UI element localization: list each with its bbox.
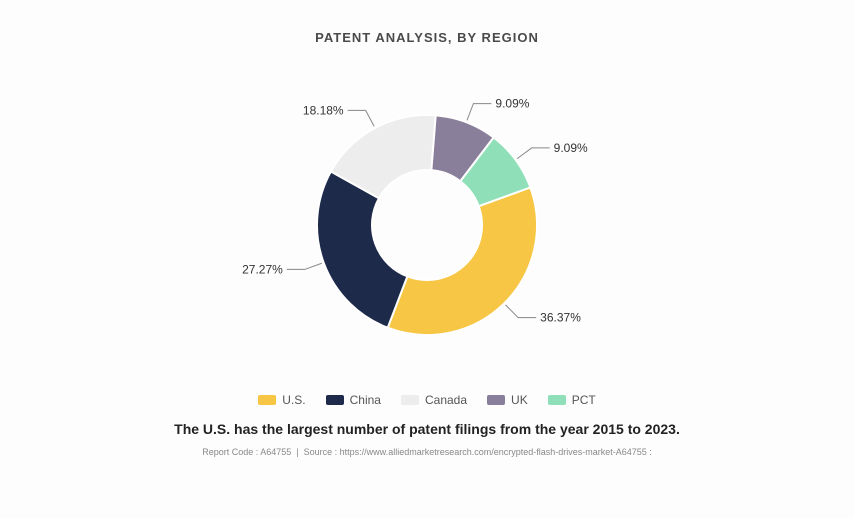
source-label: Source : [304, 447, 338, 457]
leader-line [287, 263, 322, 269]
leader-line [517, 148, 549, 159]
chart-footer: Report Code : A64755 | Source : https://… [40, 447, 814, 457]
legend-item: China [326, 393, 381, 407]
legend-label: Canada [425, 393, 467, 407]
slice-label: 27.27% [242, 262, 283, 276]
legend-label: U.S. [282, 393, 305, 407]
slice-label: 36.37% [540, 311, 581, 325]
slice-label: 9.09% [554, 141, 588, 155]
donut-chart: 36.37% 27.27% 18.18% 9.09% 9.09% [40, 75, 814, 375]
slice-label: 18.18% [303, 103, 344, 117]
leader-line [467, 104, 491, 121]
legend-swatch [548, 395, 566, 405]
legend-label: PCT [572, 393, 596, 407]
chart-container: PATENT ANALYSIS, BY REGION 36.37% 27.27% 1… [0, 0, 854, 518]
chart-title: PATENT ANALYSIS, BY REGION [40, 30, 814, 45]
leader-line [348, 110, 374, 126]
legend-item: PCT [548, 393, 596, 407]
slice-label: 9.09% [495, 97, 529, 111]
legend-item: UK [487, 393, 528, 407]
source-value: https://www.alliedmarketresearch.com/enc… [340, 447, 652, 457]
report-code-value: A64755 [260, 447, 291, 457]
legend-swatch [326, 395, 344, 405]
donut-svg: 36.37% 27.27% 18.18% 9.09% 9.09% [167, 75, 687, 375]
chart-caption: The U.S. has the largest number of paten… [40, 421, 814, 437]
report-code-label: Report Code : [202, 447, 258, 457]
legend-label: China [350, 393, 381, 407]
leader-line [506, 305, 537, 318]
legend-item: U.S. [258, 393, 305, 407]
donut-slice [388, 187, 537, 335]
legend-swatch [258, 395, 276, 405]
legend-swatch [487, 395, 505, 405]
legend: U.S. China Canada UK PCT [40, 393, 814, 407]
legend-swatch [401, 395, 419, 405]
donut-slice [317, 171, 407, 327]
legend-item: Canada [401, 393, 467, 407]
legend-label: UK [511, 393, 528, 407]
